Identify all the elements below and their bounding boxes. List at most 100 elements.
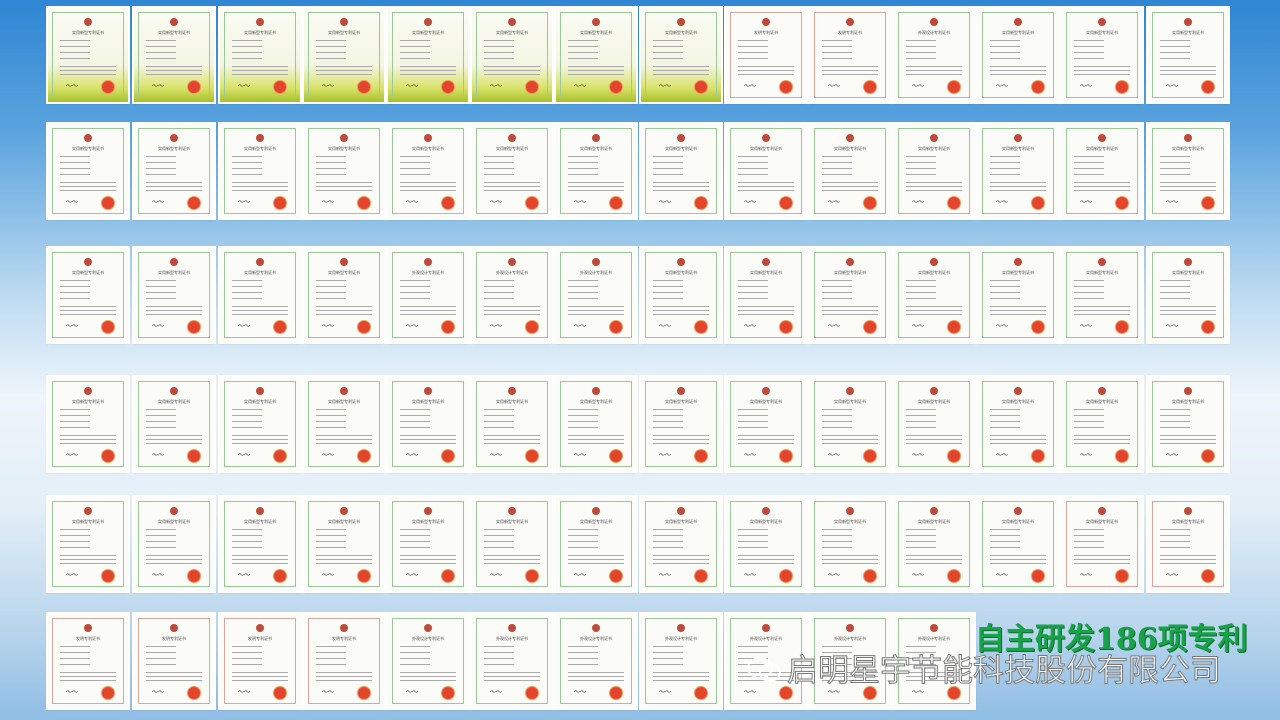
emblem-icon [424, 507, 432, 515]
text-line [60, 46, 90, 47]
text-line [1074, 156, 1104, 157]
text-line [1074, 306, 1130, 307]
certificate-title: 实用新型专利证书 [1002, 146, 1034, 151]
text-line [60, 680, 116, 681]
text-line [653, 70, 709, 71]
text-line [400, 652, 430, 653]
text-line [653, 310, 709, 311]
patent-certificate: 实用新型专利证书 〜〜 [978, 377, 1058, 471]
certificate-border [898, 12, 970, 98]
patent-certificate: 实用新型专利证书 〜〜 [304, 124, 384, 218]
certificate-title: 实用新型专利证书 [72, 270, 104, 275]
certificate-border [1152, 252, 1224, 338]
text-line [568, 46, 598, 47]
text-line [1160, 298, 1190, 299]
text-line [146, 658, 176, 659]
text-line [146, 652, 176, 653]
certificate-title: 实用新型专利证书 [1002, 30, 1034, 35]
text-line [146, 563, 202, 564]
text-line [738, 559, 794, 560]
certificate-title: 实用新型专利证书 [1086, 519, 1118, 524]
certificate-title: 实用新型专利证书 [834, 270, 866, 275]
text-line [653, 415, 683, 416]
text-line [653, 168, 683, 169]
certificate-border [645, 618, 717, 704]
signature: 〜〜 [152, 83, 165, 90]
patent-certificate: 实用新型专利证书 〜〜 [388, 8, 468, 102]
text-line [146, 52, 176, 53]
text-line [316, 541, 346, 542]
certificate-title: 实用新型专利证书 [665, 399, 697, 404]
text-line [400, 664, 430, 665]
text-line [822, 52, 852, 53]
text-line [822, 672, 878, 673]
text-line [146, 435, 202, 436]
signature: 〜〜 [406, 83, 419, 90]
certificate-border [814, 128, 886, 214]
text-line [1074, 415, 1104, 416]
certificate-border [138, 128, 210, 214]
text-line [1160, 58, 1190, 59]
certificate-border [392, 128, 464, 214]
text-line [906, 563, 962, 564]
seal-icon [188, 321, 200, 333]
certificate-title: 实用新型专利证书 [244, 519, 276, 524]
text-line [738, 529, 768, 530]
text-line [906, 314, 962, 315]
certificate-border [308, 128, 380, 214]
signature: 〜〜 [406, 572, 419, 579]
text-line [1160, 46, 1190, 47]
text-line [146, 66, 202, 67]
text-line [1074, 427, 1104, 428]
patent-certificate: 实用新型专利证书 〜〜 [1148, 377, 1228, 471]
emblem-icon [1098, 134, 1106, 142]
text-line [822, 529, 852, 530]
text-line [568, 658, 598, 659]
text-line [1074, 70, 1130, 71]
certificate-border [1066, 12, 1138, 98]
certificate-title: 实用新型专利证书 [1002, 519, 1034, 524]
text-line [60, 672, 116, 673]
text-line [822, 286, 852, 287]
text-line [60, 541, 90, 542]
seal-icon [864, 570, 876, 582]
text-line [60, 298, 90, 299]
text-line [316, 46, 346, 47]
text-line [316, 280, 346, 281]
emblem-icon [170, 387, 178, 395]
certificate-title: 发明专利证书 [754, 30, 778, 35]
text-line [316, 52, 346, 53]
text-line [990, 280, 1020, 281]
certificate-border [982, 501, 1054, 587]
text-line [568, 563, 624, 564]
text-line [1160, 415, 1190, 416]
text-line [60, 415, 90, 416]
text-line [653, 292, 683, 293]
text-line [60, 439, 116, 440]
patent-certificate: 实用新型专利证书 〜〜 [134, 124, 214, 218]
text-line [60, 66, 116, 67]
text-line [568, 541, 598, 542]
signature: 〜〜 [1166, 572, 1179, 579]
text-line [400, 680, 456, 681]
text-line [1160, 529, 1190, 530]
patent-certificate: 实用新型专利证书 〜〜 [1062, 124, 1142, 218]
text-line [906, 672, 962, 673]
text-line [232, 52, 262, 53]
signature: 〜〜 [744, 689, 757, 696]
text-line [484, 535, 514, 536]
text-line [1160, 310, 1216, 311]
text-line [1160, 555, 1216, 556]
text-line [653, 58, 683, 59]
certificate-title: 实用新型专利证书 [72, 519, 104, 524]
signature: 〜〜 [152, 323, 165, 330]
signature: 〜〜 [1080, 323, 1093, 330]
signature: 〜〜 [574, 452, 587, 459]
text-line [653, 409, 683, 410]
text-line [146, 676, 202, 677]
emblem-icon [1098, 387, 1106, 395]
text-line [738, 555, 794, 556]
text-line [60, 74, 116, 75]
certificate-title: 实用新型专利证书 [750, 270, 782, 275]
text-line [316, 156, 346, 157]
